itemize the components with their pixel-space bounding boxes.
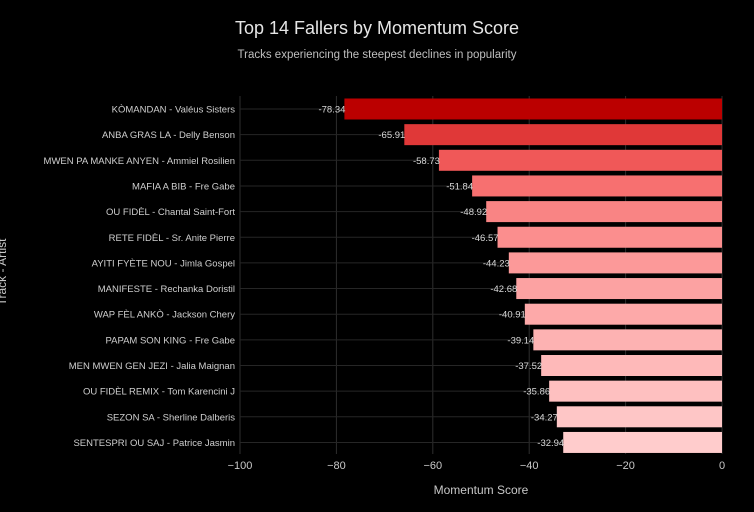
- category-label: MANIFESTE - Rechanka Doristil: [98, 284, 235, 295]
- category-label: ANBA GRAS LA - Delly Benson: [102, 130, 235, 141]
- bar-value-label: -32.94: [537, 438, 564, 449]
- category-label: MAFIA A BIB - Fre Gabe: [132, 181, 235, 192]
- category-label: KÒMANDAN - Valéus Sisters: [112, 105, 236, 116]
- bar-value-label: -51.84: [446, 181, 473, 192]
- x-tick-label: −100: [228, 460, 253, 472]
- category-label: MEN MWEN GEN JEZI - Jalia Maignan: [69, 361, 235, 372]
- x-tick-label: −40: [520, 460, 539, 472]
- category-label: WAP FÈL ANKÒ - Jackson Chery: [94, 310, 235, 321]
- bar[interactable]: [549, 380, 722, 402]
- bar-value-label: -46.57: [472, 233, 499, 244]
- bar-value-label: -34.27: [531, 412, 558, 423]
- bar[interactable]: [541, 355, 722, 376]
- x-tick-label: −20: [616, 460, 635, 472]
- bar[interactable]: [344, 98, 722, 120]
- category-label: RETE FIDÈL - Sr. Anite Pierre: [109, 233, 235, 244]
- bar-value-label: -48.92: [460, 207, 487, 218]
- bar-value-label: -44.23: [483, 258, 510, 269]
- bar[interactable]: [524, 303, 722, 325]
- bar[interactable]: [516, 278, 722, 300]
- category-label: OU FIDÈL - Chantal Saint-Fort: [106, 207, 235, 218]
- category-label: PAPAM SON KING - Fre Gabe: [105, 335, 235, 346]
- chart-subtitle: Tracks experiencing the steepest decline…: [238, 49, 517, 61]
- bar-value-label: -40.91: [499, 310, 526, 321]
- x-axis-title: Momentum Score: [434, 483, 529, 497]
- category-label: OU FIDÈL REMIX - Tom Karencini J: [83, 387, 235, 398]
- chart-title: Top 14 Fallers by Momentum Score: [235, 18, 519, 38]
- bar[interactable]: [497, 226, 722, 248]
- bars: -78.34 -65.91 -58.73 -51.84 -48.92 -46.57 -44.…: [318, 98, 722, 453]
- category-label: SEZON SA - Sherline Dalberis: [107, 412, 236, 423]
- bar[interactable]: [563, 431, 722, 453]
- bar-value-label: -65.91: [378, 130, 405, 141]
- bar-value-label: -37.52: [515, 361, 542, 372]
- bar[interactable]: [508, 252, 722, 274]
- x-axis-ticks: −100 −80 −60 −40 −20 0: [228, 460, 725, 472]
- category-labels: KÒMANDAN - Valéus Sisters ANBA GRAS LA - …: [44, 105, 236, 449]
- category-label: AYITI FYÈTE NOU - Jimla Gospel: [92, 258, 235, 269]
- bar-value-label: -78.34: [318, 105, 345, 116]
- bar[interactable]: [438, 149, 722, 171]
- bar[interactable]: [486, 201, 722, 223]
- x-tick-label: −80: [327, 460, 346, 472]
- bar-value-label: -58.73: [413, 156, 440, 167]
- category-label: SENTESPRI OU SAJ - Patrice Jasmin: [73, 438, 235, 449]
- x-tick-label: 0: [719, 460, 725, 472]
- category-label: MWEN PA MANKE ANYEN - Ammiel Rosilien: [44, 156, 235, 167]
- bar[interactable]: [533, 329, 722, 351]
- y-axis-title: Track - Artist: [0, 238, 9, 306]
- bar-value-label: -42.68: [490, 284, 517, 295]
- bar-value-label: -39.14: [507, 335, 534, 346]
- bar[interactable]: [556, 406, 722, 428]
- bar-value-label: -35.86: [523, 387, 550, 398]
- x-tick-label: −60: [423, 460, 442, 472]
- bar[interactable]: [404, 124, 722, 146]
- bar[interactable]: [472, 175, 722, 197]
